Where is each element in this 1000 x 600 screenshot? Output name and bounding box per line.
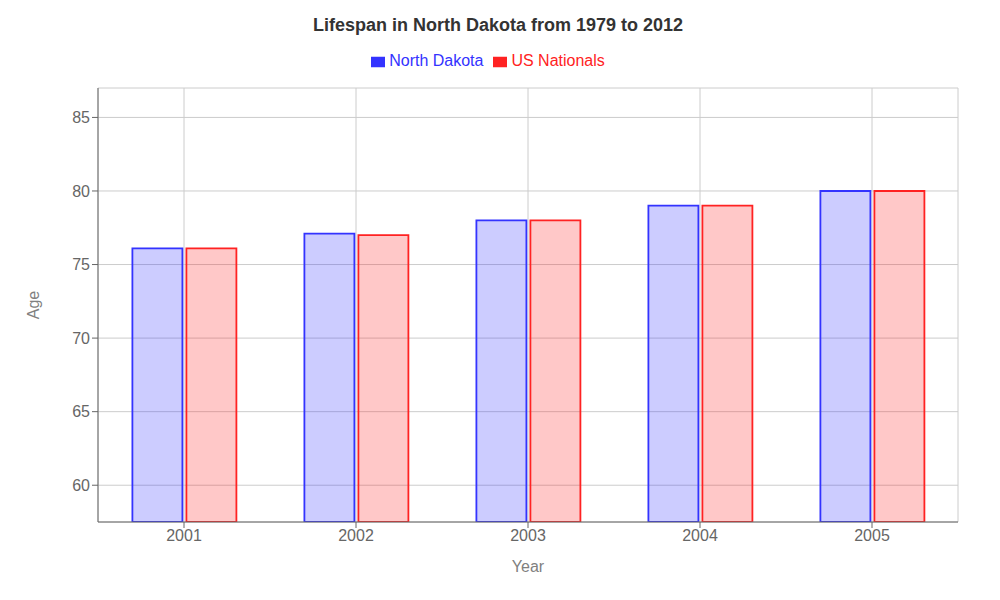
svg-text:85: 85 — [72, 109, 90, 126]
svg-text:75: 75 — [72, 256, 90, 273]
svg-text:65: 65 — [72, 403, 90, 420]
svg-text:2004: 2004 — [682, 527, 718, 544]
svg-text:60: 60 — [72, 477, 90, 494]
svg-text:80: 80 — [72, 183, 90, 200]
html-text:North Dakota: North Dakota — [389, 52, 484, 69]
svg-text:70: 70 — [72, 330, 90, 347]
svg-text:2003: 2003 — [510, 527, 546, 544]
svg-text:Year: Year — [512, 558, 545, 575]
svg-text:Age: Age — [25, 291, 42, 320]
html-text:US Nationals: US Nationals — [511, 52, 605, 69]
html-text:Lifespan in North Dakota from: Lifespan in North Dakota from 1979 to 20… — [312, 15, 683, 35]
svg-text:2005: 2005 — [854, 527, 890, 544]
svg-text:2001: 2001 — [166, 527, 202, 544]
svg-text:2002: 2002 — [338, 527, 374, 544]
